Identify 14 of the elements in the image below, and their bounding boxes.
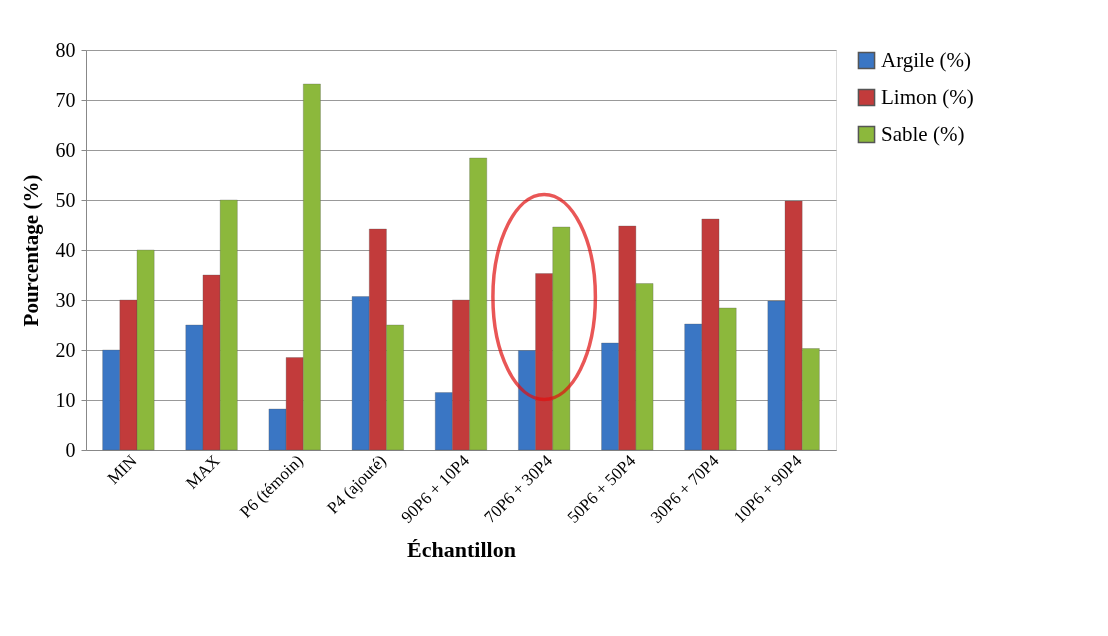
y-tick-label: 0 — [65, 438, 76, 461]
y-tick-label: 80 — [55, 38, 76, 61]
y-tick-label: 10 — [55, 388, 76, 411]
y-tick-label: 50 — [55, 188, 76, 211]
legend-label: Sable (%) — [881, 121, 965, 146]
y-tick-label: 40 — [55, 238, 76, 261]
y-tick-label: 70 — [55, 88, 76, 111]
x-axis-title: Échantillon — [407, 537, 516, 563]
y-axis-title: Pourcentage (%) — [18, 174, 43, 327]
y-tick-label: 30 — [55, 288, 76, 311]
y-tick-label: 60 — [55, 138, 76, 161]
legend-label: Argile (%) — [881, 47, 972, 72]
legend-label: Limon (%) — [881, 84, 974, 109]
y-tick-label: 20 — [55, 338, 76, 361]
